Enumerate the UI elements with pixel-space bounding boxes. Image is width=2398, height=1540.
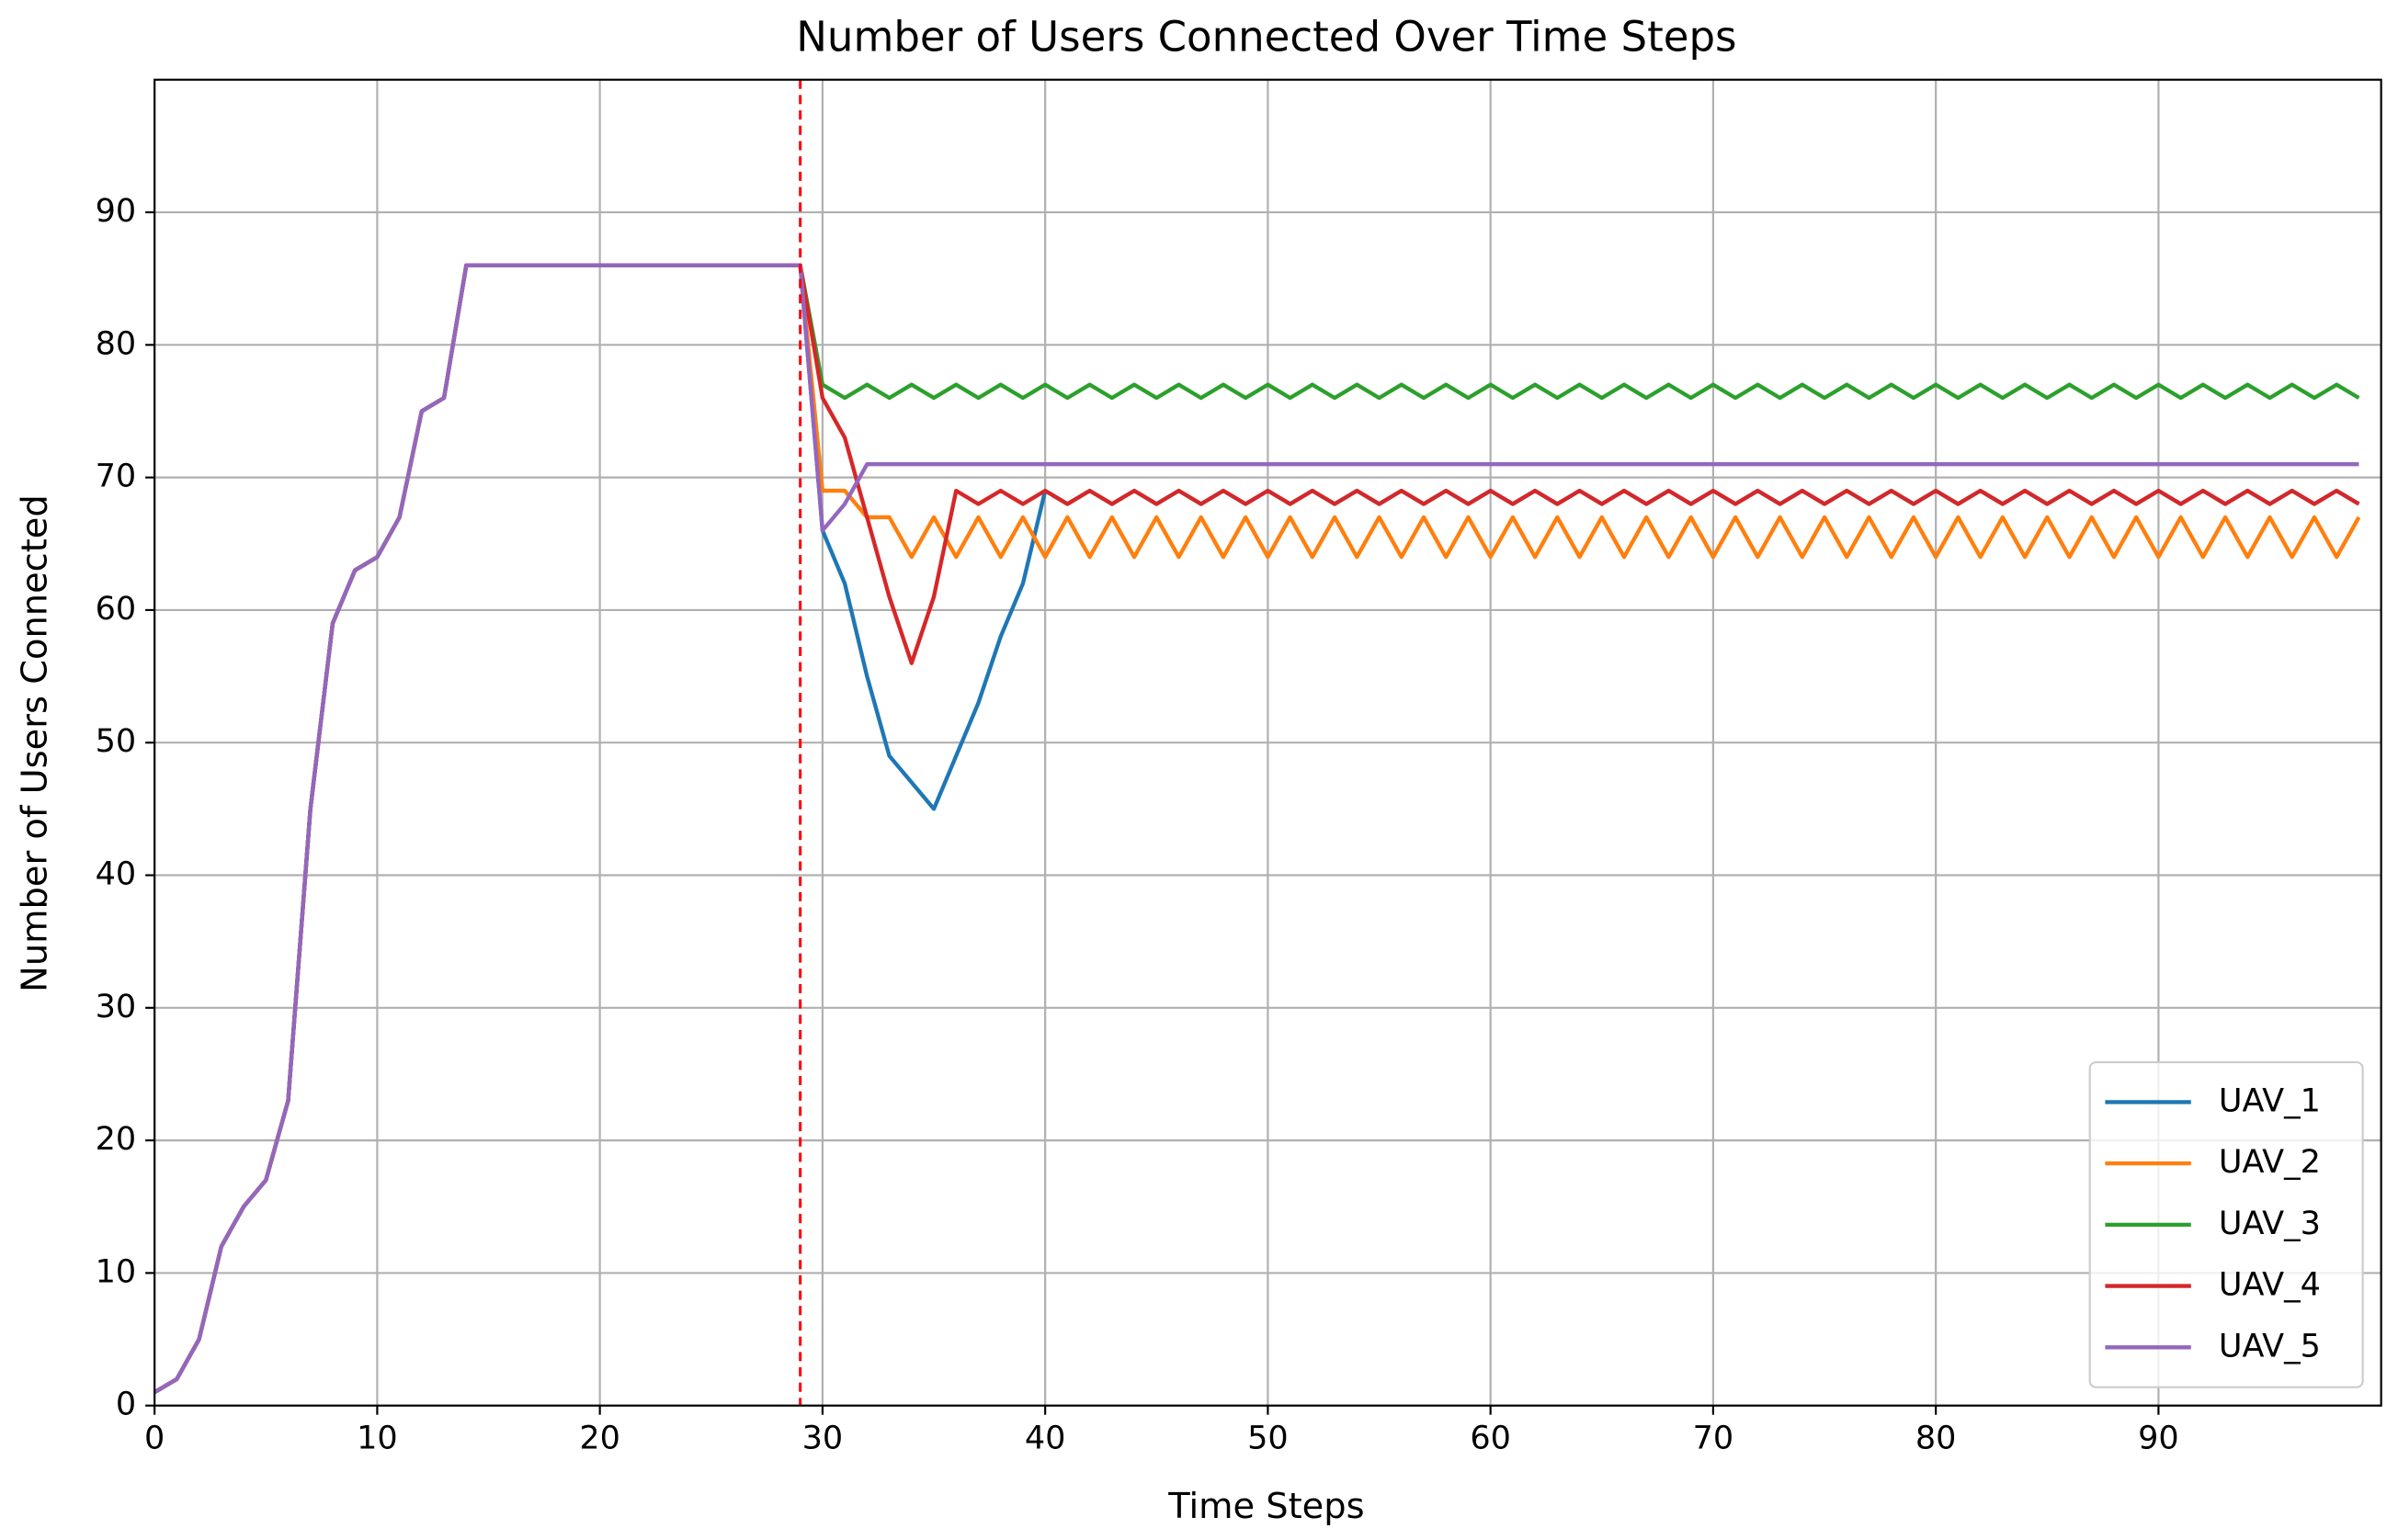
plot-frame bbox=[153, 78, 2382, 1407]
x-tick-label: 60 bbox=[1470, 1419, 1511, 1456]
x-tick-label: 20 bbox=[579, 1419, 620, 1456]
y-tick-label: 50 bbox=[96, 722, 137, 760]
y-tick-label: 70 bbox=[96, 458, 137, 495]
data-line bbox=[153, 263, 2360, 1395]
y-tick-label: 40 bbox=[96, 855, 137, 893]
y-tick-label: 10 bbox=[96, 1252, 137, 1290]
x-tick-label: 90 bbox=[2138, 1419, 2179, 1456]
legend-box bbox=[2088, 1060, 2364, 1388]
legend: UAV_1 UAV_2 UAV_3 UAV_4 UAV_5 bbox=[2088, 1060, 2364, 1388]
x-tick-label: 0 bbox=[144, 1419, 165, 1456]
y-tick-label: 80 bbox=[96, 324, 137, 362]
x-tick-label: 10 bbox=[357, 1419, 398, 1456]
data-line bbox=[153, 263, 2359, 1395]
x-tick-label: 40 bbox=[1025, 1419, 1066, 1456]
data-line bbox=[153, 263, 2360, 1395]
y-tick-label: 20 bbox=[96, 1120, 137, 1158]
y-axis-label: Number of Users Connected bbox=[15, 494, 56, 992]
x-tick-label: 80 bbox=[1915, 1419, 1957, 1456]
x-tick-label: 70 bbox=[1693, 1419, 1734, 1456]
y-tick-label: 0 bbox=[116, 1386, 136, 1423]
y-tick-label: 60 bbox=[96, 590, 137, 628]
data-line bbox=[153, 263, 2361, 1395]
y-tick-label: 90 bbox=[96, 192, 137, 230]
legend-label: UAV_1 bbox=[2219, 1081, 2321, 1119]
legend-label: UAV_3 bbox=[2219, 1205, 2321, 1242]
y-tick-label: 30 bbox=[96, 988, 137, 1025]
x-tick-label: 30 bbox=[802, 1419, 844, 1456]
x-tick-label: 50 bbox=[1247, 1419, 1289, 1456]
legend-label: UAV_5 bbox=[2219, 1327, 2321, 1364]
x-axis-label: Time Steps bbox=[1167, 1486, 1364, 1527]
legend-label: UAV_2 bbox=[2219, 1143, 2321, 1181]
chart-title: Number of Users Connected Over Time Step… bbox=[796, 12, 1736, 61]
legend-label: UAV_4 bbox=[2219, 1266, 2321, 1304]
data-line bbox=[153, 263, 2360, 1395]
